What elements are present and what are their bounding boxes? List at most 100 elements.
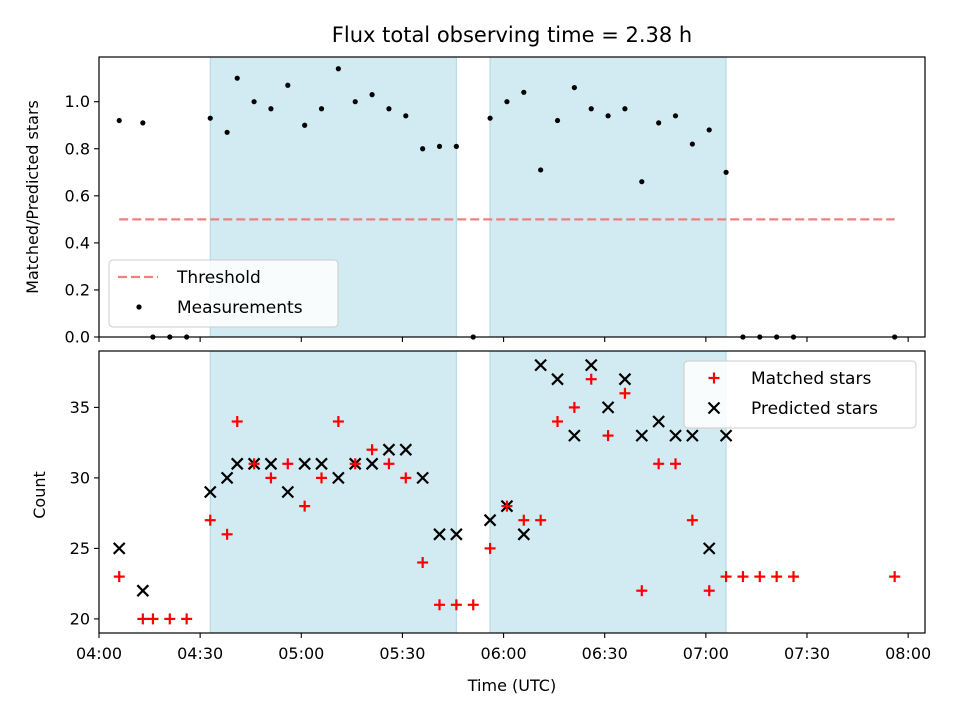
- predicted-point-b: [382, 443, 396, 456]
- predicted-point: [483, 513, 497, 527]
- measurement-point: [224, 129, 230, 135]
- predicted-point: [584, 358, 598, 372]
- shaded-interval: [489, 56, 727, 338]
- y-tick-label: 0.2: [65, 280, 90, 299]
- legend-predicted-swatch: [707, 401, 721, 415]
- measurement-point: [706, 127, 712, 133]
- predicted-point-b: [433, 528, 446, 541]
- predicted-point: [382, 443, 396, 456]
- y-tick-label: 35: [70, 398, 90, 417]
- bottom-ylabel: Count: [30, 471, 49, 519]
- predicted-point: [332, 471, 345, 485]
- matched-point: [248, 458, 260, 470]
- predicted-point: [517, 528, 531, 541]
- predicted-point-b: [517, 528, 531, 541]
- predicted-point-b: [399, 443, 413, 456]
- measurement-point: [369, 92, 375, 98]
- matched-point: [703, 585, 715, 597]
- predicted-point-b: [686, 429, 699, 442]
- matched-point: [181, 613, 193, 625]
- shaded-interval: [209, 350, 457, 634]
- matched-point: [299, 500, 311, 512]
- legend-measurements-label: Measurements: [177, 298, 303, 318]
- measurement-point: [639, 179, 645, 185]
- measurement-point: [672, 113, 679, 119]
- matched-point: [771, 571, 783, 583]
- matched-point: [535, 514, 547, 526]
- predicted-point: [719, 429, 733, 442]
- legend-matched-swatch: [708, 372, 720, 384]
- measurement-point: [335, 66, 341, 72]
- y-tick-label: 30: [70, 468, 90, 487]
- x-tick-label: 07:00: [683, 644, 729, 663]
- measurement-point: [588, 106, 594, 112]
- top-ylabel: Matched/Predicted stars: [23, 100, 42, 294]
- x-tick-label: 07:30: [784, 644, 830, 663]
- predicted-point-b: [719, 429, 733, 442]
- predicted-point-b: [332, 471, 345, 485]
- measurement-point: [487, 115, 493, 121]
- predicted-point-b: [112, 542, 126, 555]
- y-tick-label: 20: [70, 609, 90, 628]
- predicted-point: [230, 457, 244, 471]
- predicted-point-b: [203, 485, 217, 499]
- matched-point: [737, 571, 749, 583]
- bottom-legend-box: [683, 360, 917, 429]
- predicted-point: [298, 457, 311, 471]
- measurement-point: [352, 99, 358, 105]
- predicted-points: [112, 358, 733, 597]
- matched-point: [231, 416, 243, 427]
- measurement-point: [656, 120, 662, 126]
- matched-point: [788, 571, 800, 583]
- matched-point: [670, 458, 682, 470]
- x-tick-label: 06:00: [481, 644, 527, 663]
- predicted-point-b: [281, 485, 295, 499]
- top-y-ticks: 0.0 0.2 0.4 0.6 0.8 1.0: [65, 92, 99, 347]
- predicted-point-b: [483, 513, 497, 527]
- predicted-point-b: [652, 415, 665, 428]
- predicted-point-b: [220, 471, 234, 485]
- matched-point: [889, 571, 901, 583]
- matched-point: [434, 599, 446, 611]
- measurement-point: [318, 106, 325, 112]
- predicted-point: [534, 358, 547, 372]
- measurement-point: [116, 117, 122, 124]
- matched-point: [653, 458, 665, 470]
- measurement-point: [302, 122, 308, 128]
- predicted-point: [450, 528, 463, 541]
- predicted-point-b: [534, 358, 547, 372]
- predicted-point: [433, 528, 446, 541]
- predicted-point: [315, 457, 328, 471]
- measurement-point: [403, 113, 409, 119]
- matched-point: [518, 514, 530, 526]
- measurement-point: [268, 106, 274, 112]
- predicted-point: [203, 485, 217, 499]
- legend-predicted-marker: [707, 401, 721, 415]
- predicted-point: [601, 401, 615, 414]
- shaded-interval: [489, 350, 727, 634]
- matched-point: [332, 416, 344, 427]
- x-tick-label: 08:00: [885, 644, 931, 663]
- predicted-point: [652, 415, 665, 428]
- measurement-point: [207, 115, 213, 121]
- y-tick-label: 0.8: [65, 139, 90, 158]
- measurement-point: [554, 117, 561, 124]
- measurement-point: [571, 84, 577, 91]
- matched-point: [265, 472, 277, 484]
- matched-point: [552, 416, 564, 427]
- measurement-point: [723, 169, 729, 175]
- matched-point: [366, 444, 378, 456]
- x-tick-label: 04:00: [76, 644, 122, 663]
- legend-threshold-label: Threshold: [176, 268, 261, 288]
- predicted-point-b: [136, 584, 150, 597]
- matched-point: [204, 514, 216, 526]
- matched-point: [282, 458, 294, 470]
- predicted-point: [618, 372, 632, 386]
- predicted-point: [669, 429, 682, 442]
- measurement-point: [140, 120, 146, 126]
- legend-matched-label: Matched stars: [751, 369, 871, 389]
- measurement-point: [538, 167, 544, 173]
- legend-measurements-swatch: [136, 304, 142, 310]
- predicted-point-b: [669, 429, 682, 442]
